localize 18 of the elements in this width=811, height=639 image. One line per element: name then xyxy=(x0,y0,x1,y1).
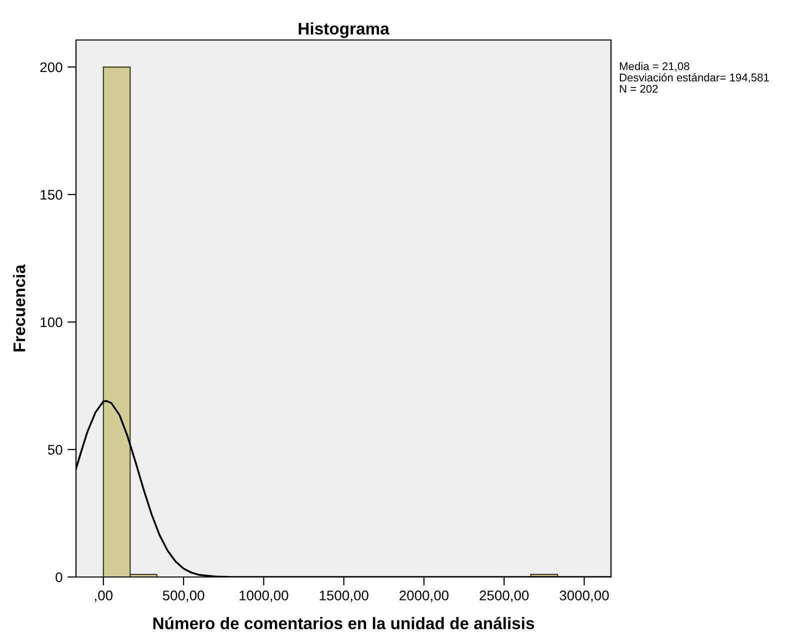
chart-title: Histograma xyxy=(298,22,390,38)
y-tick-label: 200 xyxy=(40,62,62,72)
y-axis-title: Frecuencia xyxy=(12,264,26,352)
y-tick-label: 50 xyxy=(48,444,62,455)
x-tick-label: 2000,00 xyxy=(400,590,449,602)
x-tick-label: 500,00 xyxy=(162,590,204,602)
text: Media = 21,08 xyxy=(620,62,690,72)
x-tick-label: 2500,00 xyxy=(480,590,529,602)
y-tick-label: 150 xyxy=(40,190,62,200)
y-tick-label: 100 xyxy=(40,317,62,328)
x-axis-title: Número de comentarios en la unidad de análisis xyxy=(153,616,534,630)
text: N = 202 xyxy=(620,84,658,93)
x-tick-label: 1000,00 xyxy=(240,590,288,602)
x-tick-label: 1500,00 xyxy=(320,590,368,602)
y-tick-label: 0 xyxy=(56,572,62,582)
text: Desviación estándar= 194,581 xyxy=(620,73,769,83)
x-tick-label: ,00 xyxy=(95,590,113,602)
x-tick-label: 3000,00 xyxy=(560,590,609,602)
